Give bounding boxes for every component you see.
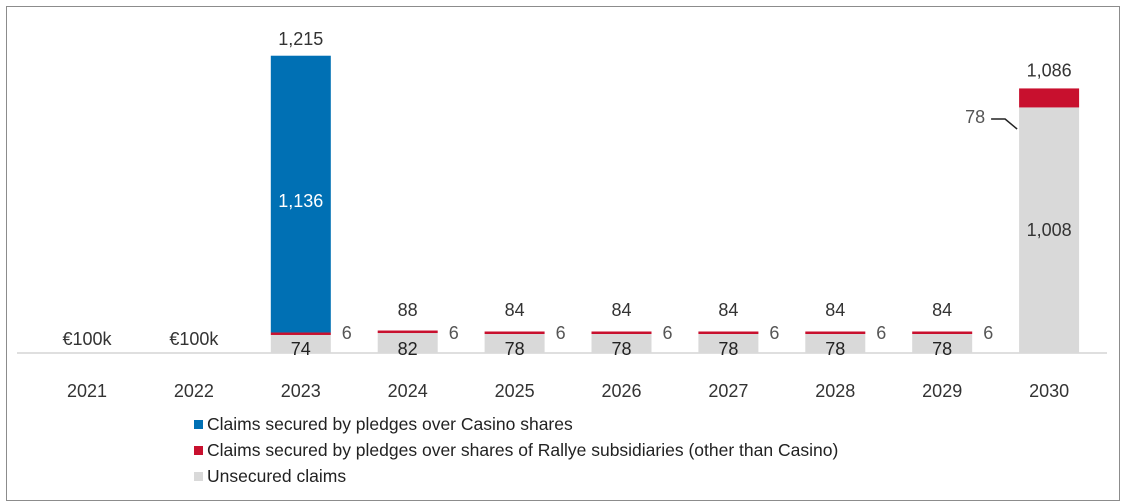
segment-label-2027: 78 — [718, 339, 738, 359]
segment-label-2026: 78 — [611, 339, 631, 359]
segment-label-2029: 78 — [932, 339, 952, 359]
secured-label-2026: 6 — [662, 323, 672, 343]
bar-2025-series-0 — [484, 333, 545, 353]
legend: Claims secured by pledges over Casino sh… — [194, 411, 838, 489]
secured-label-2027: 6 — [769, 323, 779, 343]
secured-label-2023: 6 — [342, 323, 352, 343]
legend-swatch-subsidiaries — [194, 445, 203, 455]
casino-label-2023: 1,136 — [278, 191, 323, 211]
bar-2030-series-1 — [1019, 88, 1080, 108]
bar-2023-series-1 — [270, 332, 331, 335]
bar-2026-series-0 — [591, 333, 652, 353]
x-tick-label-2029: 2029 — [922, 381, 962, 401]
bar-2030-series-0 — [1019, 107, 1080, 353]
bar-2026-series-1 — [591, 331, 652, 334]
total-label-2030: 1,086 — [1027, 60, 1072, 80]
total-label-2023: 1,215 — [278, 29, 323, 49]
secured-label-2024: 6 — [449, 323, 459, 343]
segment-label-2025: 78 — [505, 339, 525, 359]
stacked-bar-chart: 2021 €100k 2022 €100k 2023 74 6 1,215 1,136 2024 8… — [17, 29, 1107, 401]
total-label-2022: €100k — [169, 329, 219, 349]
x-tick-label-2022: 2022 — [174, 381, 214, 401]
bar-2027-series-1 — [698, 331, 759, 334]
total-label-2021: €100k — [62, 329, 112, 349]
bar-2027-series-0 — [698, 333, 759, 353]
bar-2024-series-0 — [377, 333, 438, 353]
secured-label-2029: 6 — [983, 323, 993, 343]
total-label-2026: 84 — [611, 300, 631, 320]
total-label-2027: 84 — [718, 300, 738, 320]
legend-item-unsecured: Unsecured claims — [194, 463, 838, 489]
segment-label-2023: 74 — [291, 339, 311, 359]
x-tick-label-2026: 2026 — [601, 381, 641, 401]
legend-swatch-casino — [194, 419, 203, 429]
leader-line-2030 — [991, 118, 1018, 130]
bar-2029-series-1 — [912, 331, 973, 334]
bar-2023-series-0 — [270, 334, 331, 353]
x-tick-label-2021: 2021 — [67, 381, 107, 401]
legend-item-casino: Claims secured by pledges over Casino sh… — [194, 411, 838, 437]
x-tick-label-2028: 2028 — [815, 381, 855, 401]
bar-2025-series-1 — [484, 331, 545, 334]
secured-label-2028: 6 — [876, 323, 886, 343]
total-label-2025: 84 — [505, 300, 525, 320]
x-tick-label-2023: 2023 — [281, 381, 321, 401]
segment-label-2030: 1,008 — [1027, 220, 1072, 240]
total-label-2024: 88 — [398, 300, 418, 320]
x-tick-label-2024: 2024 — [388, 381, 428, 401]
secured-label-2025: 6 — [556, 323, 566, 343]
bar-2029-series-0 — [912, 333, 973, 353]
legend-item-subsidiaries: Claims secured by pledges over shares of… — [194, 437, 838, 463]
legend-label-subsidiaries: Claims secured by pledges over shares of… — [207, 439, 839, 460]
legend-label-unsecured: Unsecured claims — [207, 465, 347, 486]
total-label-2029: 84 — [932, 300, 952, 320]
x-tick-label-2027: 2027 — [708, 381, 748, 401]
bar-2024-series-1 — [377, 330, 438, 334]
x-tick-label-2025: 2025 — [495, 381, 535, 401]
bar-2028-series-0 — [805, 333, 866, 353]
bar-2023-series-2 — [270, 55, 331, 333]
bar-2028-series-1 — [805, 331, 866, 334]
secured-label-2030: 78 — [965, 107, 985, 127]
segment-label-2028: 78 — [825, 339, 845, 359]
segment-label-2024: 82 — [398, 339, 418, 359]
x-tick-label-2030: 2030 — [1029, 381, 1069, 401]
chart-frame: 2021 €100k 2022 €100k 2023 74 6 1,215 1,136 2024 8… — [6, 6, 1120, 501]
legend-swatch-unsecured — [194, 471, 203, 481]
legend-label-casino: Claims secured by pledges over Casino sh… — [207, 413, 573, 434]
total-label-2028: 84 — [825, 300, 845, 320]
